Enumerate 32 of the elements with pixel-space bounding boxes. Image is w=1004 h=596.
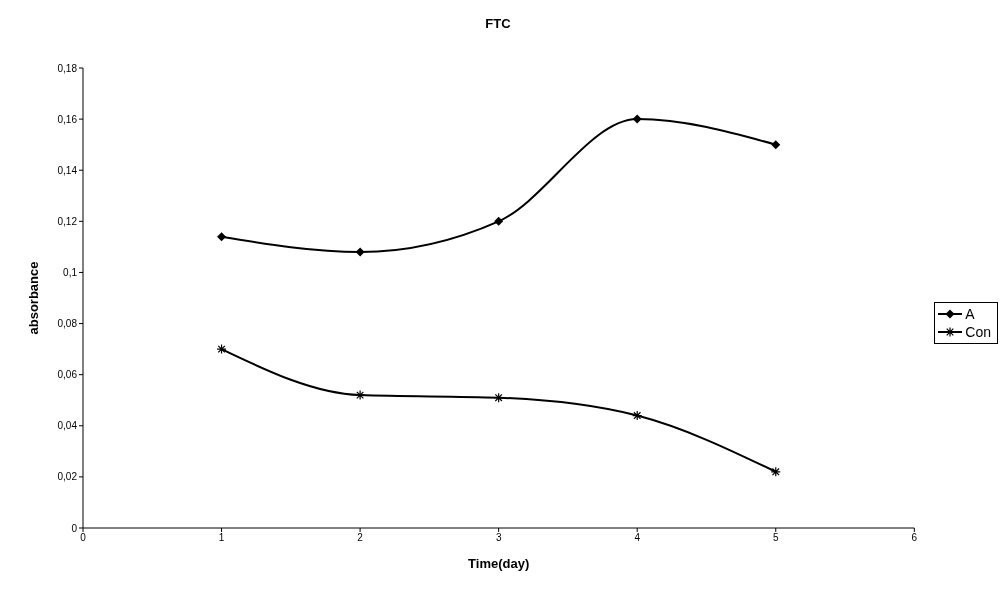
y-tick-label: 0,16 (57, 113, 78, 125)
chart-title: FTC (484, 16, 512, 31)
y-tick-label: 0 (71, 522, 78, 534)
y-tick-label: 0,1 (63, 266, 78, 278)
point (770, 466, 781, 477)
point (493, 392, 504, 403)
x-tick-label: 6 (911, 532, 918, 544)
y-tick-label: 0,06 (57, 369, 78, 381)
point (771, 140, 781, 150)
x-tick-label: 4 (634, 532, 641, 544)
legend-label: A (965, 305, 975, 323)
point (632, 410, 643, 421)
x-tick-label: 5 (772, 532, 779, 544)
y-tick-label: 0,04 (57, 420, 78, 432)
y-tick-label: 0,14 (57, 164, 78, 176)
point (217, 232, 227, 242)
x-tick-label: 3 (495, 532, 502, 544)
point (216, 344, 227, 355)
y-axis-title: absorbance (25, 261, 41, 335)
point (632, 114, 642, 124)
y-tick-label: 0,18 (57, 62, 78, 74)
y-tick-label: 0,02 (57, 471, 78, 483)
point (355, 390, 366, 401)
x-tick-label: 1 (218, 532, 225, 544)
x-axis-title: Time(day) (468, 556, 530, 571)
y-tick-label: 0,12 (57, 215, 78, 227)
legend-label: Con (965, 323, 991, 341)
x-tick-label: 2 (357, 532, 364, 544)
point (494, 216, 504, 226)
point (355, 247, 365, 257)
x-tick-label: 0 (80, 532, 87, 544)
y-tick-label: 0,08 (57, 318, 78, 330)
